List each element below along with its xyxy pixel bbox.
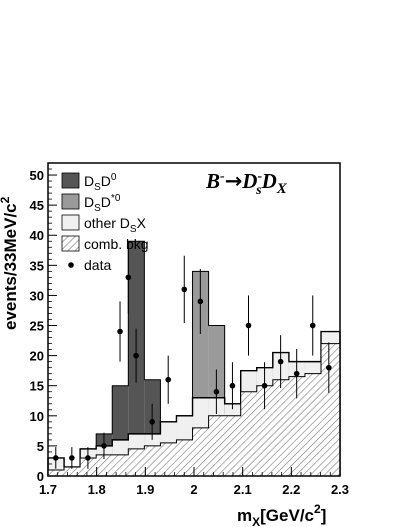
x-tick-label: 1.9: [136, 482, 154, 497]
data-point: [149, 419, 155, 425]
y-tick-label: 35: [30, 258, 44, 273]
data-point: [229, 382, 236, 389]
legend-label-ds_d0: DSD0: [84, 172, 117, 193]
y-tick-label: 45: [30, 198, 44, 213]
bin-combbkg: [256, 385, 273, 476]
x-axis-label: mX[GeV/c2]: [237, 502, 326, 527]
x-tick-label: 2.2: [282, 482, 300, 497]
bin-combbkg: [272, 379, 289, 476]
legend-swatch-comb: [61, 235, 80, 252]
bin-combbkg: [192, 427, 209, 476]
legend-label-comb: comb. bkg: [84, 236, 149, 252]
bin-combbkg: [208, 415, 225, 476]
data-point: [277, 358, 284, 365]
data-point: [213, 388, 220, 395]
x-tick-label: 2: [190, 482, 197, 497]
data-point: [117, 328, 123, 335]
y-tick-label: 25: [30, 319, 44, 334]
y-tick-label: 50: [30, 168, 44, 183]
bin-combbkg: [176, 439, 193, 476]
data-point: [197, 298, 204, 305]
bin-combbkg: [288, 376, 305, 476]
bin-combbkg: [160, 442, 177, 476]
bin-combbkg: [96, 454, 113, 476]
data-point: [293, 370, 300, 377]
data-point: [133, 352, 139, 359]
legend-swatch-ds_d0: [61, 172, 80, 189]
bin-combbkg: [304, 373, 322, 476]
bin-combbkg: [224, 415, 241, 476]
data-point: [85, 455, 91, 461]
chart-title: B-→D-sDX: [205, 169, 288, 198]
y-tick-label: 5: [37, 439, 44, 454]
bin-combbkg: [128, 448, 145, 476]
bin-combbkg: [48, 469, 65, 476]
legend-marker-data: [68, 262, 74, 268]
x-tick-label: 2.1: [234, 482, 252, 497]
data-point: [69, 455, 75, 461]
legend-swatch-other: [61, 214, 80, 231]
y-tick-label: 0: [37, 469, 44, 484]
stacked-histogram: [47, 240, 341, 476]
legend-swatch-ds_dstar0: [61, 193, 80, 210]
x-tick-label: 1.8: [88, 482, 106, 497]
data-point: [261, 382, 268, 389]
bin-combbkg: [144, 445, 161, 476]
bin-combbkg: [112, 454, 129, 476]
data-point: [125, 274, 132, 281]
x-tick-label: 1.7: [39, 482, 57, 497]
data-point: [326, 364, 332, 371]
data-point: [165, 376, 172, 383]
y-axis-label: events/33MeV/c2: [0, 196, 20, 330]
series-outline-combbkg: [47, 343, 341, 476]
data-point: [245, 322, 252, 329]
y-tick-label: 15: [30, 379, 44, 394]
bin-combbkg: [64, 466, 81, 476]
y-tick-label: 30: [30, 288, 44, 303]
series-outline-otherdsx: [47, 330, 341, 476]
data-point: [101, 443, 107, 449]
y-tick-label: 20: [30, 349, 44, 364]
data-point: [52, 455, 59, 461]
axes: 0 5 10 15 20 25 30 35 40 45 50 1.7 1.8 1.9 2 2.1 2.2 2.3: [30, 168, 350, 497]
legend-label-data: data: [84, 257, 111, 273]
y-tick-label: 40: [30, 228, 44, 243]
bin-combbkg: [321, 343, 340, 476]
legend-label-ds_dstar0: DSD*0: [84, 193, 121, 214]
data-point: [181, 286, 188, 293]
legend-label-other: other DSX: [84, 215, 147, 235]
data-point: [309, 322, 316, 329]
y-tick-label: 10: [30, 409, 44, 424]
bin-combbkg: [240, 391, 257, 476]
data-points: [52, 241, 332, 469]
x-tick-label: 2.3: [331, 482, 349, 497]
